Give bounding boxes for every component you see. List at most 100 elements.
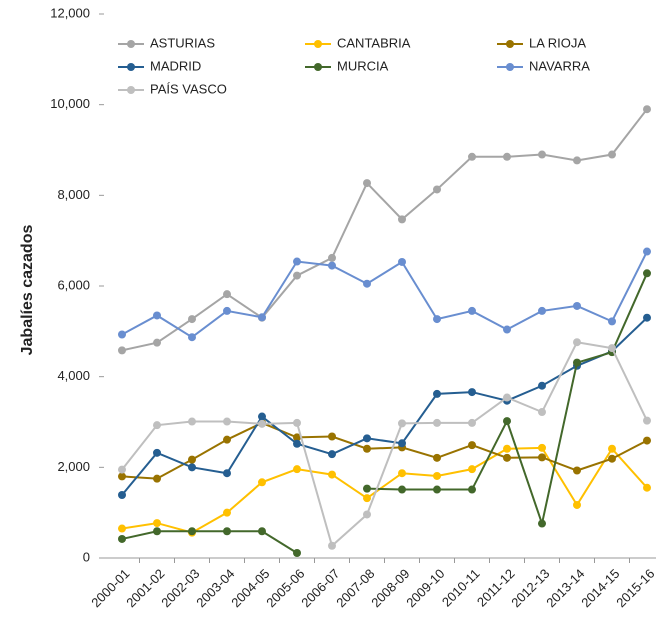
y-tick-label: 6,000 (57, 277, 90, 292)
data-point (223, 306, 231, 315)
data-point (153, 448, 161, 457)
y-tick-label: 8,000 (57, 187, 90, 202)
data-point (468, 441, 476, 450)
data-point (293, 439, 301, 448)
data-point (153, 519, 161, 528)
x-tick-label: 2010-11 (439, 566, 483, 610)
series-line (121, 446, 648, 534)
legend-label: PAÍS VASCO (150, 81, 227, 96)
y-tick-label: 2,000 (57, 459, 90, 474)
data-point (608, 344, 616, 353)
x-tick-label: 2009-10 (403, 566, 447, 610)
x-tick-label: 2015-16 (613, 566, 656, 610)
data-point (643, 483, 651, 492)
legend-marker (506, 63, 514, 71)
y-tick-label: 4,000 (57, 368, 90, 383)
data-point (188, 527, 196, 536)
legend-label: CANTABRIA (337, 35, 411, 50)
data-point (258, 478, 266, 487)
data-point (468, 465, 476, 474)
data-point (293, 465, 301, 474)
data-point (153, 474, 161, 483)
data-point (118, 490, 126, 499)
data-point (573, 338, 581, 347)
data-point (433, 185, 441, 194)
data-point (328, 541, 336, 550)
data-point (153, 527, 161, 536)
legend-marker (127, 40, 135, 48)
data-point (118, 534, 126, 543)
data-point (503, 325, 511, 334)
data-point (118, 465, 126, 474)
data-point (223, 508, 231, 517)
data-point (363, 434, 371, 443)
data-point (328, 470, 336, 479)
data-point (573, 466, 581, 475)
data-point (503, 393, 511, 402)
data-point (363, 444, 371, 453)
data-point (188, 315, 196, 324)
legend-label: LA RIOJA (529, 35, 586, 50)
data-point (328, 253, 336, 262)
data-point (643, 247, 651, 256)
data-point (643, 105, 651, 114)
legend-label: MADRID (150, 58, 201, 73)
data-point (363, 179, 371, 188)
data-point (258, 313, 266, 322)
data-point (538, 453, 546, 462)
data-point (153, 311, 161, 320)
data-point (573, 156, 581, 165)
data-point (293, 257, 301, 266)
data-point (433, 418, 441, 427)
data-point (153, 338, 161, 347)
data-point (468, 388, 476, 397)
data-point (538, 150, 546, 159)
data-point (363, 484, 371, 493)
data-point (293, 418, 301, 427)
data-point (608, 444, 616, 453)
data-point (293, 271, 301, 280)
legend-marker (506, 40, 514, 48)
data-point (188, 417, 196, 426)
y-tick-label: 10,000 (50, 96, 90, 111)
data-point (258, 527, 266, 536)
data-point (608, 317, 616, 326)
data-point (643, 436, 651, 445)
data-point (258, 412, 266, 421)
data-point (328, 261, 336, 270)
data-point (223, 417, 231, 426)
data-point (363, 494, 371, 503)
data-point (503, 453, 511, 462)
data-point (468, 418, 476, 427)
data-point (538, 306, 546, 315)
series-line (121, 251, 648, 339)
data-point (468, 306, 476, 315)
data-point (538, 519, 546, 528)
data-point (608, 454, 616, 463)
data-point (258, 419, 266, 428)
data-point (188, 463, 196, 472)
data-point (118, 524, 126, 533)
data-point (398, 257, 406, 266)
data-point (223, 469, 231, 478)
data-point (153, 421, 161, 430)
data-point (363, 510, 371, 519)
data-point (608, 150, 616, 159)
data-point (118, 472, 126, 481)
legend-label: MURCIA (337, 58, 389, 73)
data-point (293, 433, 301, 442)
series-line (121, 421, 648, 480)
data-point (573, 358, 581, 367)
legend-marker (127, 86, 135, 94)
y-tick-label: 12,000 (50, 5, 90, 20)
data-point (503, 444, 511, 453)
data-point (573, 301, 581, 310)
data-point (433, 389, 441, 398)
data-point (573, 500, 581, 509)
data-point (398, 215, 406, 224)
data-point (118, 346, 126, 355)
data-point (503, 152, 511, 161)
data-point (398, 485, 406, 494)
y-tick-label: 0 (83, 549, 90, 564)
